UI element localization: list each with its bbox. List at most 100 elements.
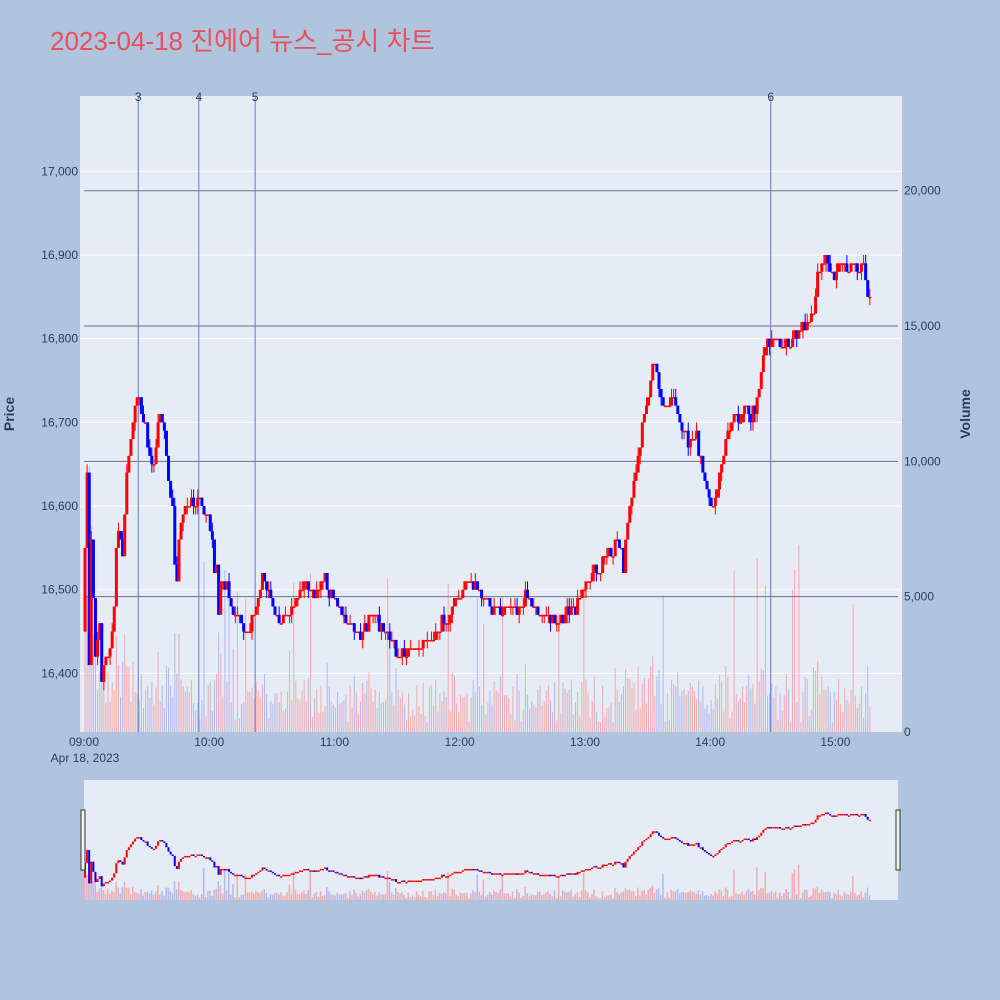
range-slider-candle — [319, 868, 322, 871]
volume-bar — [485, 714, 487, 732]
candlestick — [553, 614, 557, 624]
candlestick — [402, 639, 406, 657]
range-slider-volume-bar — [144, 892, 147, 900]
candlestick — [192, 489, 196, 515]
candlestick — [392, 639, 396, 649]
range-slider-candle — [539, 874, 542, 877]
volume-bar — [506, 695, 508, 732]
range-slider-candle — [125, 850, 128, 858]
range-slider-candle — [618, 861, 621, 864]
candlestick — [334, 598, 338, 600]
range-slider-volume-bar — [313, 893, 316, 900]
volume-bar — [293, 582, 295, 732]
range-slider-candle — [190, 854, 193, 856]
range-slider-candle — [566, 873, 569, 875]
range-slider-volume-bar — [301, 892, 303, 900]
volume-bar — [380, 702, 382, 732]
volume-bar — [458, 712, 460, 732]
candlestick — [778, 338, 782, 348]
range-slider-candle — [392, 879, 395, 881]
candlestick — [747, 405, 751, 423]
range-slider-candle — [488, 871, 491, 874]
candlestick — [797, 330, 801, 339]
range-slider-volume-bar — [96, 891, 99, 900]
volume-bar — [174, 632, 176, 732]
range-slider-candle — [198, 854, 201, 856]
range-slider-volume-bar — [125, 887, 128, 900]
range-slider-candle — [536, 873, 539, 875]
range-slider-candle — [718, 850, 721, 854]
range-slider-volume-bar — [309, 870, 312, 900]
range-slider-candle — [553, 874, 556, 877]
range-slider-candle — [593, 866, 596, 868]
volume-bar — [606, 708, 608, 732]
range-slider-candle — [637, 847, 640, 851]
range-slider-candle — [353, 876, 356, 878]
volume-bar — [255, 682, 257, 732]
volume-bar — [468, 721, 470, 732]
range-slider[interactable] — [80, 780, 901, 900]
range-slider-candle — [142, 840, 145, 842]
candlestick — [816, 263, 820, 297]
candlestick — [523, 581, 527, 607]
range-slider-candle — [710, 854, 713, 856]
candlestick — [772, 338, 776, 348]
range-slider-candle — [559, 874, 562, 877]
candlestick — [369, 614, 373, 617]
volume-bar — [347, 721, 349, 732]
candlestick — [317, 589, 321, 599]
volume-bar — [725, 665, 727, 732]
range-slider-volume-bar — [459, 893, 462, 900]
candlestick — [607, 547, 611, 557]
price-tick-label: 16,700 — [41, 415, 78, 429]
candlestick — [430, 631, 434, 642]
candlestick — [93, 598, 97, 657]
range-slider-candle — [605, 864, 608, 867]
range-slider-candle — [674, 837, 677, 839]
volume-bar — [854, 695, 856, 732]
range-slider-candle — [127, 847, 130, 851]
range-slider-right-handle[interactable] — [895, 809, 901, 871]
volume-bar — [307, 678, 309, 732]
volume-bar — [662, 595, 664, 732]
volume-bar — [249, 692, 251, 732]
candlestick — [490, 606, 494, 615]
range-slider-volume-bar — [536, 891, 539, 900]
range-slider-candle — [422, 879, 425, 881]
volume-bar — [529, 709, 531, 732]
volume-bar — [489, 690, 491, 732]
range-slider-volume-bar — [102, 889, 105, 900]
range-slider-volume-bar — [653, 893, 656, 900]
range-slider-candle — [334, 871, 337, 874]
range-slider-left-handle[interactable] — [80, 809, 86, 871]
range-slider-candle — [741, 840, 744, 842]
range-slider-candle — [762, 829, 765, 833]
volume-bar — [825, 690, 827, 732]
volume-bar — [109, 701, 111, 732]
volume-bar — [332, 704, 334, 732]
volume-bar — [789, 722, 792, 732]
volume-bar — [783, 695, 785, 732]
range-slider-volume-bar — [657, 888, 660, 900]
candlestick — [684, 430, 688, 433]
volume-bar — [142, 708, 145, 732]
range-slider-volume-bar — [407, 892, 410, 900]
volume-bar — [524, 663, 526, 732]
range-slider-candle — [680, 841, 683, 843]
candlestick — [551, 614, 555, 624]
range-slider-volume-bar — [457, 896, 460, 900]
range-slider-volume-bar — [111, 890, 113, 900]
volume-bar — [566, 692, 568, 732]
range-slider-volume-bar — [701, 891, 704, 900]
range-slider-volume-bar — [173, 881, 176, 900]
range-slider-volume-bar — [582, 872, 585, 900]
candlestick — [175, 556, 179, 582]
candlestick — [108, 648, 112, 666]
range-slider-volume-bar — [635, 895, 637, 900]
candlestick — [820, 263, 824, 281]
candlestick — [133, 405, 137, 431]
candlestick — [674, 388, 678, 406]
range-slider-candle — [317, 870, 320, 872]
range-slider-volume-bar — [278, 894, 280, 900]
